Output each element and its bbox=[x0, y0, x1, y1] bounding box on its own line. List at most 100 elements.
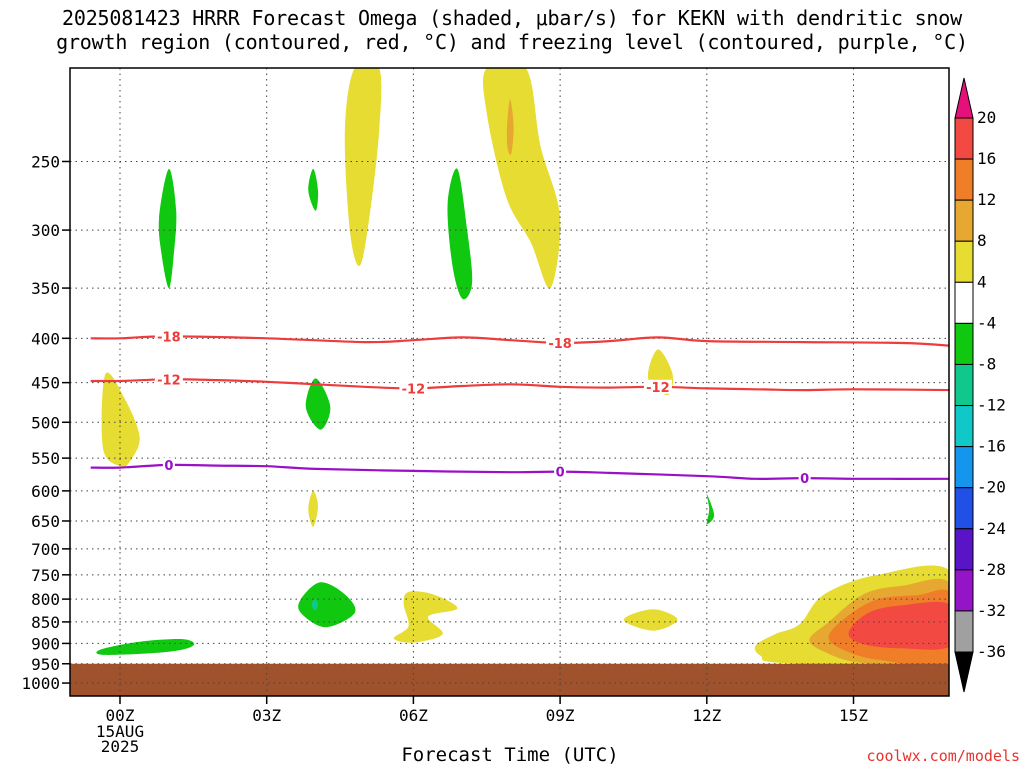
omega-region-7 bbox=[305, 378, 331, 430]
y-tick-label-950: 950 bbox=[31, 655, 60, 674]
colorbar-bin-9 bbox=[954, 446, 974, 489]
y-tick-label-600: 600 bbox=[31, 482, 60, 501]
colorbar-label-9: -20 bbox=[977, 478, 1006, 497]
contour-label-bg-2-1 bbox=[554, 464, 567, 479]
x-tick-sublabel-00Z-0: 15AUG bbox=[96, 722, 144, 741]
y-tick-label-900: 900 bbox=[31, 634, 60, 653]
y-tick-label-300: 300 bbox=[31, 221, 60, 240]
colorbar-label-5: -4 bbox=[977, 313, 996, 332]
y-tick-label-850: 850 bbox=[31, 613, 60, 632]
x-tick-label-15Z: 15Z bbox=[839, 706, 868, 725]
colorbar-bin-3 bbox=[954, 199, 974, 242]
y-tick-label-1000: 1000 bbox=[21, 674, 60, 693]
contour-line-0 bbox=[90, 335, 949, 347]
omega-region-4 bbox=[308, 168, 319, 211]
colorbar-label-10: -24 bbox=[977, 519, 1006, 538]
x-tick-label-09Z: 09Z bbox=[546, 706, 575, 725]
x-tick-label-06Z: 06Z bbox=[399, 706, 428, 725]
contour-label-2-2: 0 bbox=[800, 472, 809, 487]
colorbar-label-11: -28 bbox=[977, 560, 1006, 579]
contour-label-bg-2-2 bbox=[798, 471, 811, 486]
contour-label-1-0: -12 bbox=[157, 373, 181, 388]
colorbar-label-2: 12 bbox=[977, 190, 996, 209]
omega-region-19 bbox=[848, 601, 949, 650]
credit-text: coolwx.com/models bbox=[866, 747, 1020, 765]
omega-region-12 bbox=[311, 599, 319, 611]
y-tick-label-250: 250 bbox=[31, 152, 60, 171]
title-line-2: growth region (contoured, red, °C) and f… bbox=[56, 30, 968, 54]
colorbar-label-0: 20 bbox=[977, 108, 996, 127]
colorbar-bin-2 bbox=[954, 158, 974, 201]
omega-region-13 bbox=[393, 591, 458, 643]
x-axis-label: Forecast Time (UTC) bbox=[401, 744, 619, 766]
colorbar: 20 16 12 8 4 -4 -8 -12 -16 -20 -24 -28 -32 -36 bbox=[954, 77, 1006, 693]
x-tick-label-12Z: 12Z bbox=[692, 706, 721, 725]
contour-label-bg-1-0 bbox=[154, 372, 183, 387]
contour-label-1-1: -12 bbox=[402, 382, 426, 397]
ground-mask bbox=[70, 663, 949, 696]
colorbar-label-3: 8 bbox=[977, 231, 987, 250]
y-tick-label-450: 450 bbox=[31, 374, 60, 393]
chart-title: 2025081423 HRRR Forecast Omega (shaded, … bbox=[0, 6, 1024, 54]
omega-region-3 bbox=[158, 168, 177, 289]
omega-region-14 bbox=[623, 609, 678, 631]
omega-shading bbox=[96, 68, 949, 671]
colorbar-label-4: 4 bbox=[977, 272, 987, 291]
y-tick-label-400: 400 bbox=[31, 329, 60, 348]
y-tick-label-800: 800 bbox=[31, 590, 60, 609]
x-tick-sublabel-00Z-1: 2025 bbox=[101, 737, 140, 756]
contour-label-0-1: -18 bbox=[548, 337, 572, 352]
colorbar-bin-5 bbox=[954, 281, 974, 324]
y-tick-label-650: 650 bbox=[31, 512, 60, 531]
omega-region-0 bbox=[344, 68, 382, 266]
contour-label-bg-0-1 bbox=[546, 335, 575, 350]
contour-label-bg-2-0 bbox=[162, 457, 175, 472]
x-tick-label-03Z: 03Z bbox=[252, 706, 281, 725]
colorbar-label-12: -32 bbox=[977, 601, 1006, 620]
title-line-1: 2025081423 HRRR Forecast Omega (shaded, … bbox=[62, 6, 962, 30]
colorbar-label-1: 16 bbox=[977, 149, 996, 168]
contour-label-2-0: 0 bbox=[164, 459, 173, 474]
omega-region-9 bbox=[308, 490, 318, 527]
colorbar-bin-4 bbox=[954, 240, 974, 283]
colorbar-label-7: -12 bbox=[977, 396, 1006, 415]
omega-region-6 bbox=[101, 372, 140, 468]
colorbar-bin-11 bbox=[954, 528, 974, 571]
colorbar-bottom-arrow bbox=[954, 651, 974, 693]
omega-region-10 bbox=[706, 493, 715, 525]
contour-label-1-2: -12 bbox=[646, 381, 670, 396]
omega-region-5 bbox=[447, 168, 473, 300]
temperature-contours: -18 -18 -12 -12 -12 0 0 0 bbox=[90, 329, 949, 487]
contour-label-0-0: -18 bbox=[157, 330, 181, 345]
contour-line-1 bbox=[90, 378, 949, 392]
omega-region-2 bbox=[506, 99, 514, 155]
ground-fill bbox=[70, 663, 949, 696]
omega-region-1 bbox=[483, 68, 561, 289]
colorbar-bin-12 bbox=[954, 569, 974, 612]
contour-label-2-1: 0 bbox=[556, 466, 565, 481]
y-tick-label-700: 700 bbox=[31, 540, 60, 559]
contour-label-bg-0-0 bbox=[154, 329, 183, 344]
colorbar-label-8: -16 bbox=[977, 437, 1006, 456]
omega-region-11 bbox=[298, 582, 356, 628]
colorbar-bin-1 bbox=[954, 117, 974, 160]
x-tick-label-00Z: 00Z bbox=[106, 706, 135, 725]
colorbar-label-13: -36 bbox=[977, 642, 1006, 661]
colorbar-bin-8 bbox=[954, 405, 974, 448]
colorbar-label-6: -8 bbox=[977, 354, 996, 373]
colorbar-bin-7 bbox=[954, 363, 974, 407]
colorbar-bin-13 bbox=[954, 610, 974, 653]
y-tick-label-500: 500 bbox=[31, 413, 60, 432]
contour-line-2 bbox=[90, 463, 949, 480]
contour-label-bg-1-2 bbox=[643, 379, 672, 394]
colorbar-bin-6 bbox=[954, 322, 974, 365]
contour-label-bg-1-1 bbox=[399, 381, 428, 396]
colorbar-bin-10 bbox=[954, 487, 974, 530]
y-tick-label-350: 350 bbox=[31, 279, 60, 298]
y-tick-label-750: 750 bbox=[31, 566, 60, 585]
colorbar-top-arrow bbox=[954, 77, 974, 119]
y-tick-label-550: 550 bbox=[31, 449, 60, 468]
y-axis-ticks: 250 300 350 400 450 500 550 600 650 700 750 800 850 9… bbox=[21, 152, 70, 693]
